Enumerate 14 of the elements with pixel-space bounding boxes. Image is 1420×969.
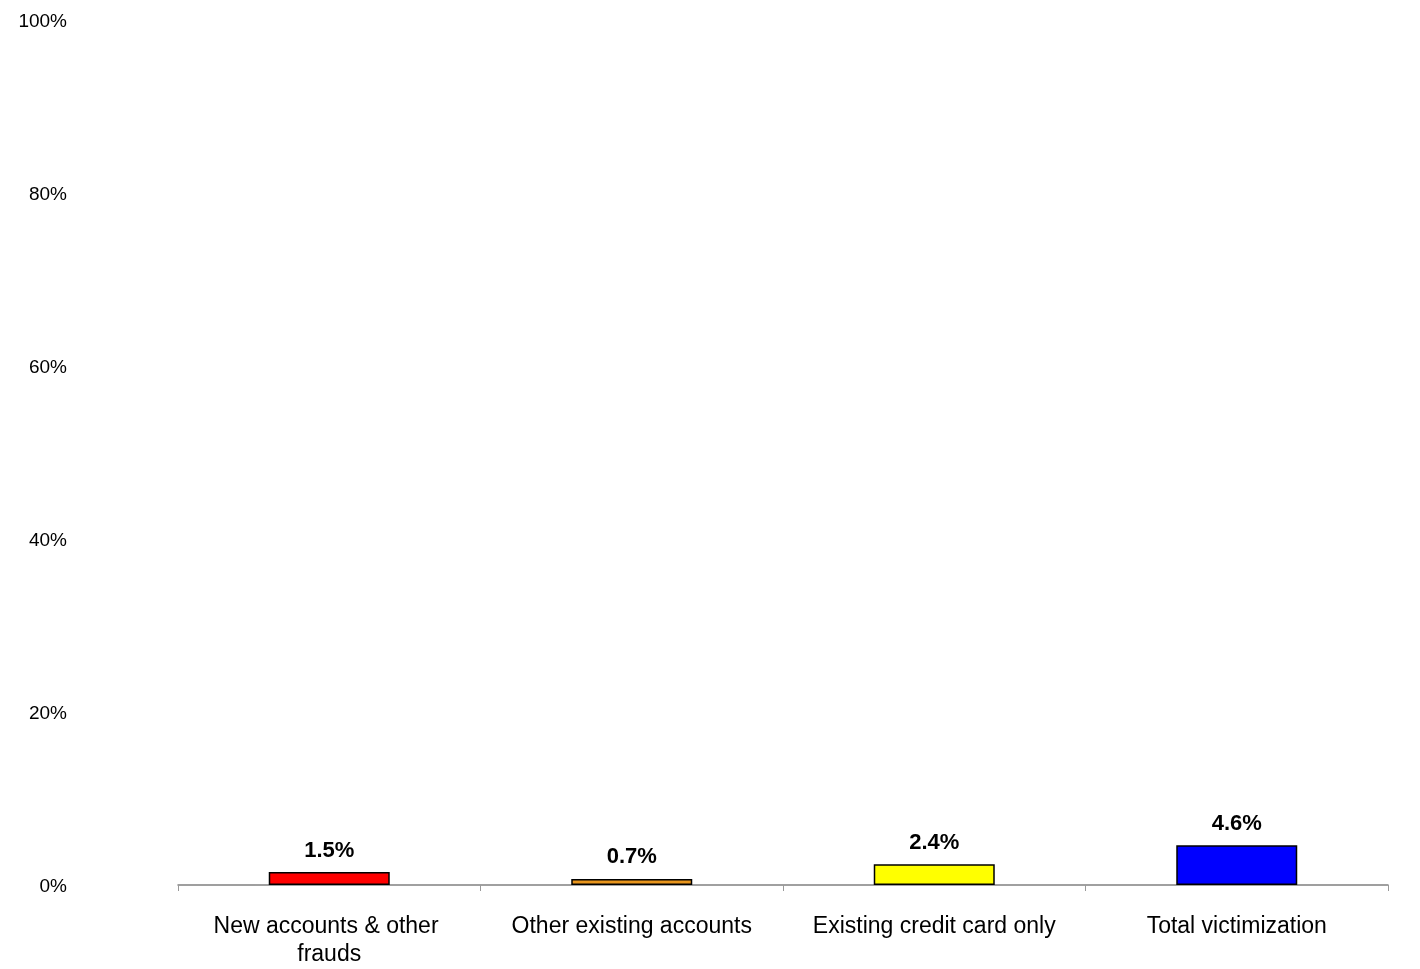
data-label: 4.6% [1211,809,1262,835]
y-tick-label: 60% [28,355,68,377]
x-tick-label: Total victimization [1146,912,1327,938]
x-tick-label: Other existing accounts [511,912,752,938]
data-label: 1.5% [304,836,355,862]
y-tick-label: 20% [28,701,68,723]
y-tick-label: 80% [28,182,68,204]
data-label: 0.7% [606,843,657,869]
data-label: 2.4% [909,828,960,854]
y-tick-label: 0% [39,874,68,896]
y-tick-label: 40% [28,528,68,550]
y-tick-label: 100% [18,9,68,31]
x-tick-label: New accounts & other frauds [213,912,445,966]
x-tick-label: Existing credit card only [812,912,1057,938]
